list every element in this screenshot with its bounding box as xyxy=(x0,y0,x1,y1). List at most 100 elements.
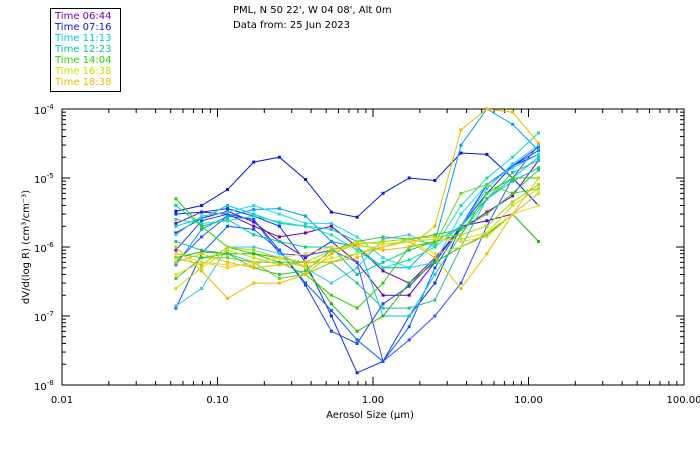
data-point xyxy=(174,263,178,267)
data-point xyxy=(226,263,229,267)
legend-item-1838: Time 18:38 xyxy=(55,77,112,88)
data-point xyxy=(200,221,204,225)
data-point xyxy=(407,245,411,249)
location-header: PML, N 50 22', W 04 08', Alt 0m xyxy=(233,5,392,16)
data-point xyxy=(174,204,178,207)
data-point xyxy=(511,164,515,168)
x-tick-label: 0.01 xyxy=(51,395,73,406)
data-point xyxy=(381,248,385,252)
data-point xyxy=(381,245,385,249)
data-point xyxy=(200,219,204,223)
data-point xyxy=(252,212,256,216)
data-point xyxy=(252,263,256,267)
data-point xyxy=(252,256,256,260)
data-point xyxy=(226,212,229,216)
data-point xyxy=(200,266,204,270)
data-point xyxy=(511,176,515,180)
data-point xyxy=(433,273,437,276)
data-point xyxy=(355,338,359,342)
data-point xyxy=(459,212,463,216)
data-point xyxy=(433,245,437,249)
data-point xyxy=(226,266,229,270)
legend-item-1223: Time 12:23 xyxy=(55,44,112,55)
data-point xyxy=(407,306,411,310)
data-point xyxy=(304,252,307,256)
data-point xyxy=(174,248,178,252)
data-point xyxy=(174,260,178,264)
x-tick-label: 1.00 xyxy=(362,395,384,406)
data-point xyxy=(277,277,281,280)
data-point xyxy=(537,158,540,162)
data-point xyxy=(459,287,463,290)
data-point xyxy=(407,240,411,243)
data-point xyxy=(329,329,333,333)
data-point xyxy=(459,204,463,207)
data-point xyxy=(511,155,515,159)
data-point xyxy=(200,214,204,218)
data-point xyxy=(433,235,437,239)
data-point xyxy=(459,281,463,285)
data-point xyxy=(174,245,178,249)
data-point xyxy=(433,233,437,237)
data-point xyxy=(485,224,489,228)
data-point xyxy=(381,281,385,285)
data-point xyxy=(304,269,307,273)
data-point xyxy=(277,252,281,256)
data-point xyxy=(304,260,307,264)
data-point xyxy=(355,245,359,249)
data-point xyxy=(459,151,463,155)
data-point xyxy=(459,191,463,195)
data-point xyxy=(355,215,359,219)
legend-item-0716: Time 07:16 xyxy=(55,22,112,33)
data-point xyxy=(511,191,515,195)
data-point xyxy=(252,252,256,256)
data-point xyxy=(433,240,437,243)
data-point xyxy=(485,231,489,235)
data-point xyxy=(226,245,229,249)
data-point xyxy=(407,258,411,262)
data-point xyxy=(537,155,540,159)
data-point xyxy=(174,240,178,243)
data-point xyxy=(485,187,489,191)
data-point xyxy=(174,221,178,225)
data-point xyxy=(329,248,333,252)
series-layer xyxy=(174,107,540,375)
data-point xyxy=(277,263,281,267)
data-point xyxy=(304,231,307,235)
data-point xyxy=(381,242,385,246)
data-point xyxy=(304,281,307,285)
legend-item-1113: Time 11:13 xyxy=(55,33,112,44)
data-point xyxy=(304,221,307,225)
data-point xyxy=(355,252,359,256)
data-point xyxy=(433,237,437,241)
data-point xyxy=(304,214,307,218)
data-point xyxy=(252,266,256,270)
data-point xyxy=(329,233,333,237)
data-point xyxy=(407,293,411,297)
data-point xyxy=(174,252,178,256)
data-point xyxy=(381,269,385,273)
data-point xyxy=(407,266,411,270)
data-point xyxy=(355,342,359,345)
data-point xyxy=(226,260,229,264)
y-axis-label: dV/d(log R) (cm³/cm⁻³) xyxy=(21,190,32,304)
data-point xyxy=(511,212,515,216)
data-point xyxy=(381,306,385,310)
data-point xyxy=(226,252,229,256)
data-point xyxy=(304,245,307,249)
data-point xyxy=(252,245,256,249)
data-point xyxy=(329,309,333,312)
data-point xyxy=(511,162,515,166)
data-point xyxy=(537,168,540,172)
x-axis-label: Aerosol Size (µm) xyxy=(326,410,414,421)
data-point xyxy=(381,235,385,239)
data-point xyxy=(511,200,515,204)
data-point xyxy=(537,131,540,135)
data-point xyxy=(329,245,333,249)
data-point xyxy=(433,258,437,262)
data-point xyxy=(485,197,489,201)
data-point xyxy=(459,245,463,249)
data-point xyxy=(252,208,256,211)
data-point xyxy=(277,260,281,264)
data-point xyxy=(355,240,359,243)
